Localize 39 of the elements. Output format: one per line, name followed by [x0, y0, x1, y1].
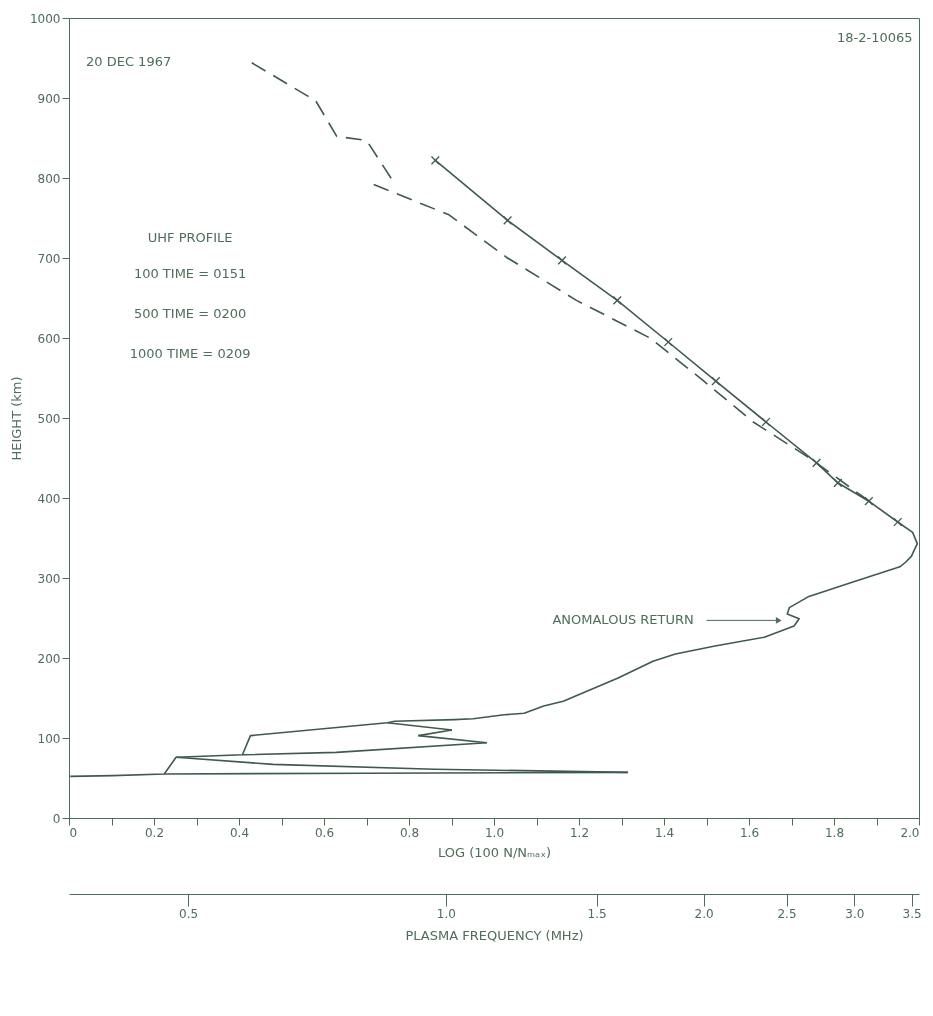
x-tick-label: 0.2	[144, 825, 165, 840]
x-tick-label: 0.8	[399, 825, 420, 840]
x2-tick-label: 1.0	[436, 906, 456, 921]
x2-axis-title: PLASMA FREQUENCY (MHz)	[405, 927, 584, 943]
x-tick-label: 0	[69, 825, 78, 840]
y-tick-label: 300	[37, 571, 61, 586]
annotation: 1000 TIME = 0209	[129, 346, 251, 361]
x-axis-title: LOG (100 N/Nₘₐₓ)	[437, 844, 552, 860]
x-tick-label: 0.6	[314, 825, 335, 840]
y-tick-label: 100	[37, 731, 61, 746]
x-tick-label: 1.6	[739, 825, 760, 840]
annotation: 500 TIME = 0200	[133, 306, 247, 321]
x-tick-label: 0.4	[229, 825, 250, 840]
y-tick-label: 500	[37, 411, 61, 426]
x-tick-label: 2.0	[900, 825, 920, 840]
annotation: ANOMALOUS RETURN	[552, 612, 694, 628]
x2-tick-label: 3.5	[902, 906, 922, 921]
y-tick-label: 800	[37, 171, 61, 186]
annotation: 20 DEC 1967	[86, 54, 172, 69]
x-tick-label: 1.0	[484, 825, 505, 840]
x-tick-label: 1.4	[654, 825, 675, 840]
x-tick-label: 1.2	[569, 825, 590, 840]
x2-tick-label: 1.5	[587, 906, 607, 921]
y-tick-label: 200	[37, 651, 61, 666]
y-tick-label: 400	[37, 491, 61, 506]
y-tick-label: 0	[52, 811, 61, 826]
annotation: UHF PROFILE	[147, 230, 233, 245]
annotation: 18-2-10065	[837, 30, 913, 45]
y-tick-label: 1000	[29, 11, 61, 26]
x-tick-label: 1.8	[824, 825, 845, 840]
y-axis-title: HEIGHT (km)	[8, 376, 24, 461]
y-tick-label: 600	[37, 331, 61, 346]
annotation: 100 TIME = 0151	[133, 266, 247, 281]
x2-tick-label: 2.5	[777, 906, 797, 921]
y-tick-label: 700	[37, 251, 61, 266]
x2-tick-label: 3.0	[845, 906, 865, 921]
x2-tick-label: 2.0	[694, 906, 714, 921]
y-tick-label: 900	[37, 91, 61, 106]
x2-tick-label: 0.5	[179, 906, 199, 921]
